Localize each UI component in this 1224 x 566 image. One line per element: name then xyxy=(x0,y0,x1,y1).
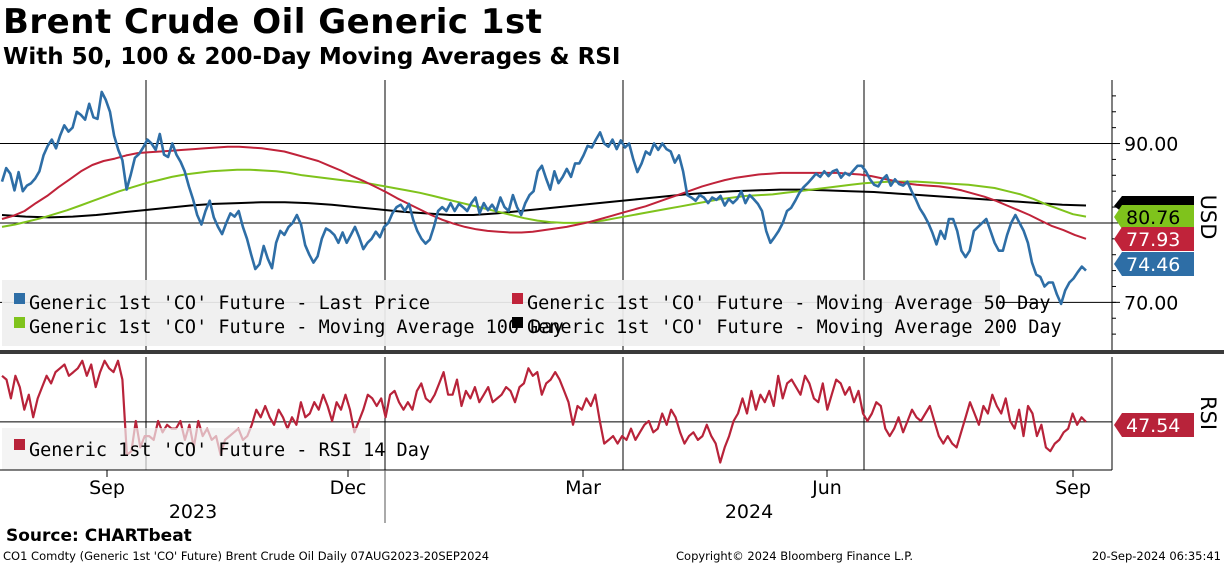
end-tag-2-bg xyxy=(1114,252,1194,276)
chart-subtitle: With 50, 100 & 200-Day Moving Averages &… xyxy=(3,44,621,70)
year-label-0: 2023 xyxy=(169,501,217,523)
price-legend-label-0: Generic 1st 'CO' Future - Last Price xyxy=(29,293,430,314)
month-label-3: Jun xyxy=(811,477,842,499)
ma100-line xyxy=(1,168,1087,228)
last-price-line xyxy=(0,90,1087,306)
year-label-1: 2024 xyxy=(725,501,773,523)
ma200-line xyxy=(1,188,1087,219)
end-tag-1-text: 77.93 xyxy=(1126,229,1180,251)
time-axis: Sep Dec Mar Jun Sep 2023 2024 xyxy=(0,469,1112,523)
rsi-panel-axis: RSI 47.54 xyxy=(1111,357,1220,470)
panel-separator xyxy=(0,350,1224,354)
price-legend-swatch-0 xyxy=(14,293,25,304)
price-legend-swatch-2 xyxy=(14,317,25,328)
month-label-1: Dec xyxy=(330,477,367,499)
rsi-panel-legend: Generic 1st 'CO' Future - RSI 14 Day xyxy=(2,428,430,470)
end-tag-1-bg xyxy=(1114,227,1194,251)
rsi-end-tag-0-text: 47.54 xyxy=(1126,415,1180,437)
source-note: Source: CHARTbeat xyxy=(6,526,192,546)
month-label-0: Sep xyxy=(89,477,125,499)
month-label-4: Sep xyxy=(1055,477,1091,499)
rsi-legend-label: Generic 1st 'CO' Future - RSI 14 Day xyxy=(29,440,430,461)
price-legend-swatch-1 xyxy=(512,293,523,304)
rsi-ylabel: RSI xyxy=(1196,396,1220,430)
copyright-note: Copyright© 2024 Bloomberg Finance L.P. xyxy=(676,549,913,563)
price-panel-legend: Generic 1st 'CO' Future - Last Price Gene… xyxy=(2,280,1062,346)
price-legend-label-1: Generic 1st 'CO' Future - Moving Average… xyxy=(527,293,1050,314)
end-tag-0-text: 80.76 xyxy=(1126,207,1180,229)
price-legend-box xyxy=(2,280,1000,346)
price-panel-series xyxy=(0,90,1087,306)
ma50-line xyxy=(1,145,1087,240)
end-tag-2-text: 74.46 xyxy=(1126,254,1180,276)
rsi-legend-box xyxy=(2,428,370,470)
price-ytick-label-1: 70.00 xyxy=(1124,292,1178,314)
end-tag-0-bg xyxy=(1114,205,1194,229)
price-legend-swatch-3 xyxy=(512,317,523,328)
timestamp: 20-Sep-2024 06:35:41 xyxy=(1091,549,1221,563)
ticker-description: CO1 Comdty (Generic 1st 'CO' Future) Bre… xyxy=(3,549,490,563)
month-label-2: Mar xyxy=(565,477,601,499)
rsi-legend-swatch xyxy=(14,439,25,450)
price-legend-label-3: Generic 1st 'CO' Future - Moving Average… xyxy=(527,317,1062,338)
chart-title: Brent Crude Oil Generic 1st xyxy=(3,2,543,42)
rsi-end-tag-0-bg xyxy=(1114,413,1194,437)
price-legend-label-2: Generic 1st 'CO' Future - Moving Average… xyxy=(29,317,564,338)
price-ylabel: USD xyxy=(1196,195,1220,240)
price-ytick-label-0: 90.00 xyxy=(1124,134,1178,156)
